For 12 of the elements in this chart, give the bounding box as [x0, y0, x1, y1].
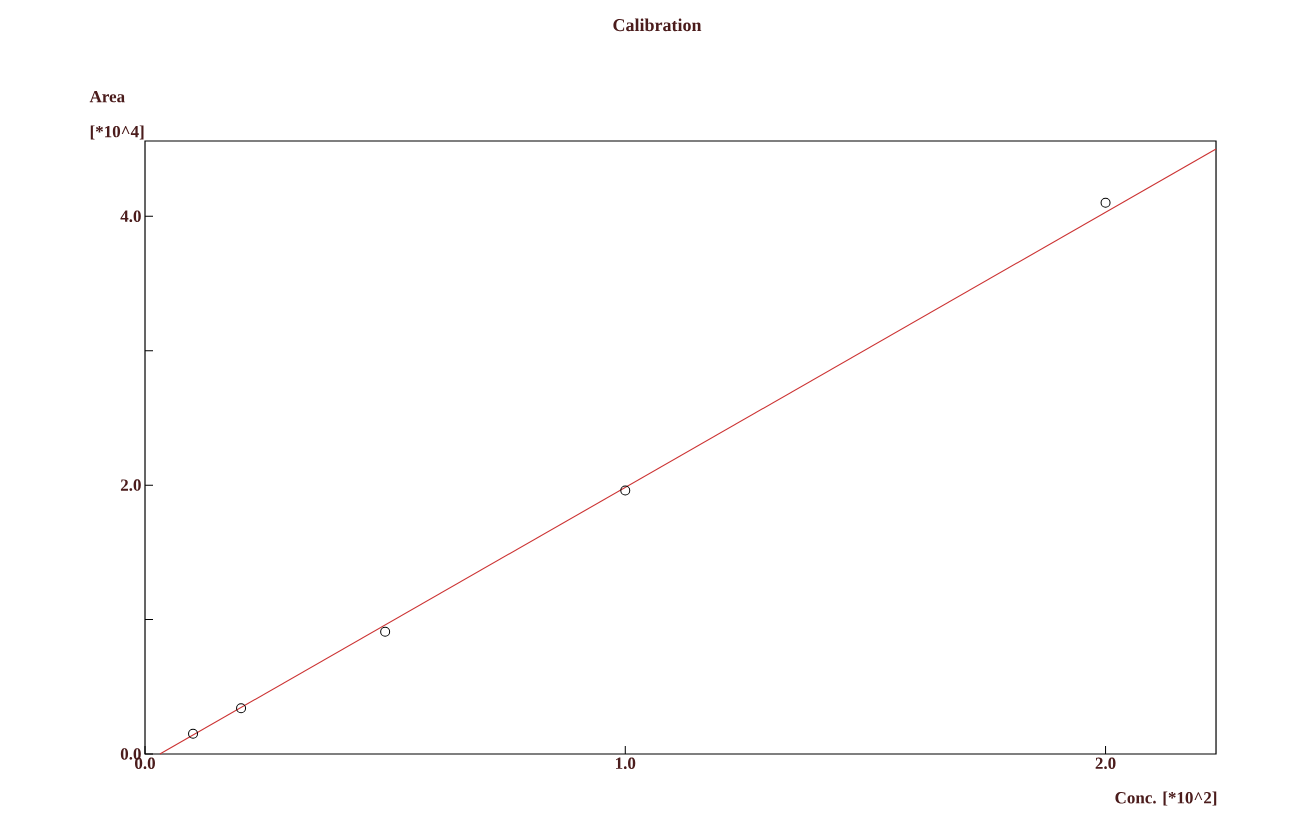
x-tick-label: 2.0 [1095, 757, 1116, 770]
point [188, 728, 199, 739]
point [380, 626, 391, 637]
y-tick-label: 4.0 [120, 210, 141, 223]
point [620, 485, 631, 496]
y-tick-label: 2.0 [120, 479, 141, 491]
x-tick-label: 1.0 [616, 757, 636, 770]
point [1100, 197, 1111, 208]
x-axis-title: Conc. [*10^2] [1115, 791, 1217, 806]
chart-title: Calibration [613, 18, 702, 32]
point [236, 703, 247, 714]
text: Area [*10^4] [89, 90, 144, 140]
